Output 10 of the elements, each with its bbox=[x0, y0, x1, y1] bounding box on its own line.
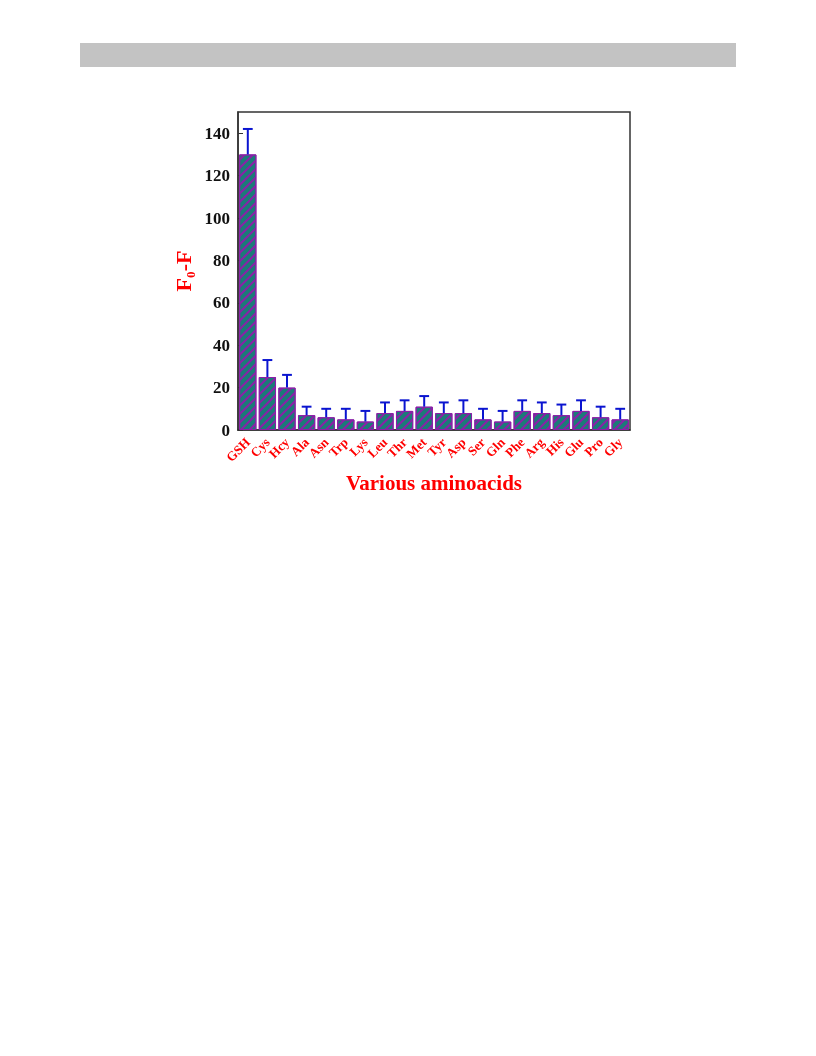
y-tick-label: 20 bbox=[213, 378, 230, 398]
x-axis-title: Various aminoacids bbox=[345, 470, 523, 495]
y-tick-label: 120 bbox=[204, 166, 230, 186]
y-axis-title: F₀-F bbox=[170, 250, 196, 292]
y-tick-label: 100 bbox=[204, 208, 230, 228]
y-tick-label: 140 bbox=[204, 123, 230, 143]
y-tick-label: 40 bbox=[213, 335, 230, 355]
y-tick-label: 80 bbox=[213, 250, 230, 270]
y-tick-label: 0 bbox=[221, 420, 230, 440]
y-tick-label: 60 bbox=[213, 293, 230, 313]
